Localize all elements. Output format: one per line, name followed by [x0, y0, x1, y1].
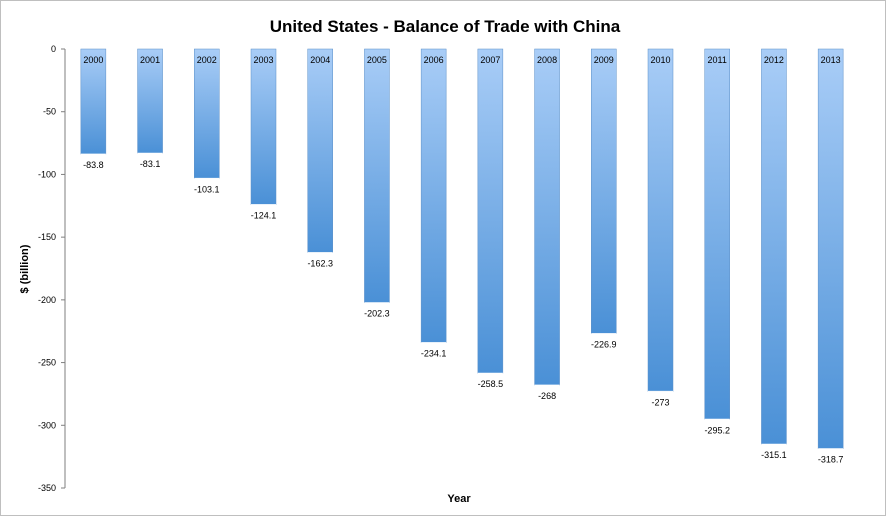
data-label: -124.1	[251, 211, 277, 221]
bar-2010	[647, 48, 674, 392]
y-tick-label: -350	[38, 483, 56, 493]
y-tick-label: -200	[38, 295, 56, 305]
category-label: 2010	[650, 55, 670, 65]
data-label: -202.3	[364, 309, 390, 319]
category-label: 2013	[821, 55, 841, 65]
bar-2013	[817, 48, 844, 449]
bar-2005	[364, 48, 390, 303]
data-label: -234.1	[421, 349, 447, 359]
bar-2011	[704, 48, 730, 420]
data-label: -315.1	[761, 450, 787, 460]
x-axis-title: Year	[447, 493, 471, 505]
category-label: 2005	[367, 55, 387, 65]
y-tick-label: -50	[43, 107, 56, 117]
y-tick-label: -150	[38, 232, 56, 242]
bar-2003	[250, 48, 277, 205]
bar-2000	[80, 48, 107, 155]
data-label: -226.9	[591, 340, 617, 350]
category-label: 2001	[140, 55, 160, 65]
data-label: -273	[651, 397, 669, 407]
plot-area: 0 -50 -100 -150 -200 -250 -300 -350 2000 -83.8 200…	[38, 44, 843, 493]
y-tick-label: -300	[38, 420, 56, 430]
category-label: 2007	[480, 55, 500, 65]
y-tick-label: -100	[38, 169, 56, 179]
data-label: -83.8	[83, 160, 104, 170]
category-label: 2000	[83, 55, 103, 65]
data-label: -162.3	[307, 259, 333, 269]
bar-2002	[194, 48, 220, 179]
category-label: 2006	[424, 55, 444, 65]
bar-2006	[420, 48, 447, 343]
bar-2004	[307, 48, 333, 253]
data-label: -268	[538, 391, 556, 401]
category-label: 2004	[310, 55, 330, 65]
bar-2008	[534, 48, 560, 386]
bar-2012	[761, 48, 787, 445]
y-tick-label: -250	[38, 358, 56, 368]
y-tick-label: 0	[51, 44, 56, 54]
data-label: -83.1	[140, 159, 161, 169]
category-label: 2008	[537, 55, 557, 65]
category-label: 2003	[253, 55, 273, 65]
data-label: -258.5	[478, 379, 504, 389]
category-label: 2009	[594, 55, 614, 65]
bar-2009	[591, 48, 617, 334]
data-label: -295.2	[704, 425, 730, 435]
bar-2007	[477, 48, 504, 374]
category-label: 2011	[708, 55, 727, 65]
bar-2001	[137, 48, 163, 154]
y-axis-title: $ (billion)	[19, 244, 31, 293]
data-label: -318.7	[818, 455, 844, 465]
chart-title: United States - Balance of Trade with Ch…	[270, 17, 621, 36]
category-label: 2002	[197, 55, 217, 65]
data-label: -103.1	[194, 184, 220, 194]
category-label: 2012	[764, 55, 784, 65]
